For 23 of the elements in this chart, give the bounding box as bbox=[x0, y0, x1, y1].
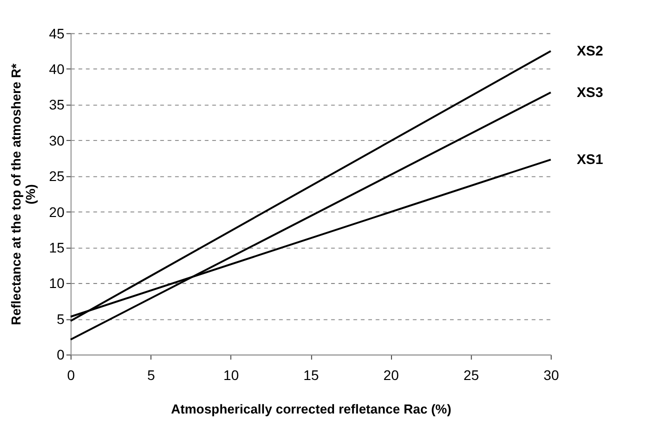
y-tick-label: 5 bbox=[56, 310, 65, 327]
x-tick-label: 0 bbox=[67, 367, 76, 384]
y-tick-label: 40 bbox=[49, 60, 65, 77]
y-tick-label: 30 bbox=[49, 132, 65, 148]
x-tick-label: 25 bbox=[463, 367, 480, 384]
x-axis-title: Atmospherically corrected refletance Rac (%) bbox=[170, 402, 452, 417]
y-tick-label: 15 bbox=[49, 240, 65, 256]
text: Reflectance at the top of the atmoshere R* bbox=[8, 64, 24, 326]
y-tick-label: 25 bbox=[49, 168, 65, 184]
x-tick-label: 30 bbox=[543, 367, 560, 384]
series-label: XS3 bbox=[576, 84, 604, 100]
x-tick-label: 10 bbox=[223, 367, 240, 384]
y-tick-label: 0 bbox=[56, 346, 65, 363]
x-tick-label: 20 bbox=[383, 367, 400, 384]
y-tick-label: 20 bbox=[49, 204, 65, 220]
text: (%) bbox=[23, 184, 38, 204]
y-tick-label: 10 bbox=[49, 275, 65, 292]
series-label: XS1 bbox=[576, 151, 604, 168]
y-tick-label: 35 bbox=[49, 96, 65, 113]
x-tick-label: 15 bbox=[303, 367, 320, 384]
y-tick-label: 45 bbox=[49, 25, 65, 42]
x-tick-label: 5 bbox=[147, 367, 156, 384]
series-label: XS2 bbox=[576, 42, 604, 59]
